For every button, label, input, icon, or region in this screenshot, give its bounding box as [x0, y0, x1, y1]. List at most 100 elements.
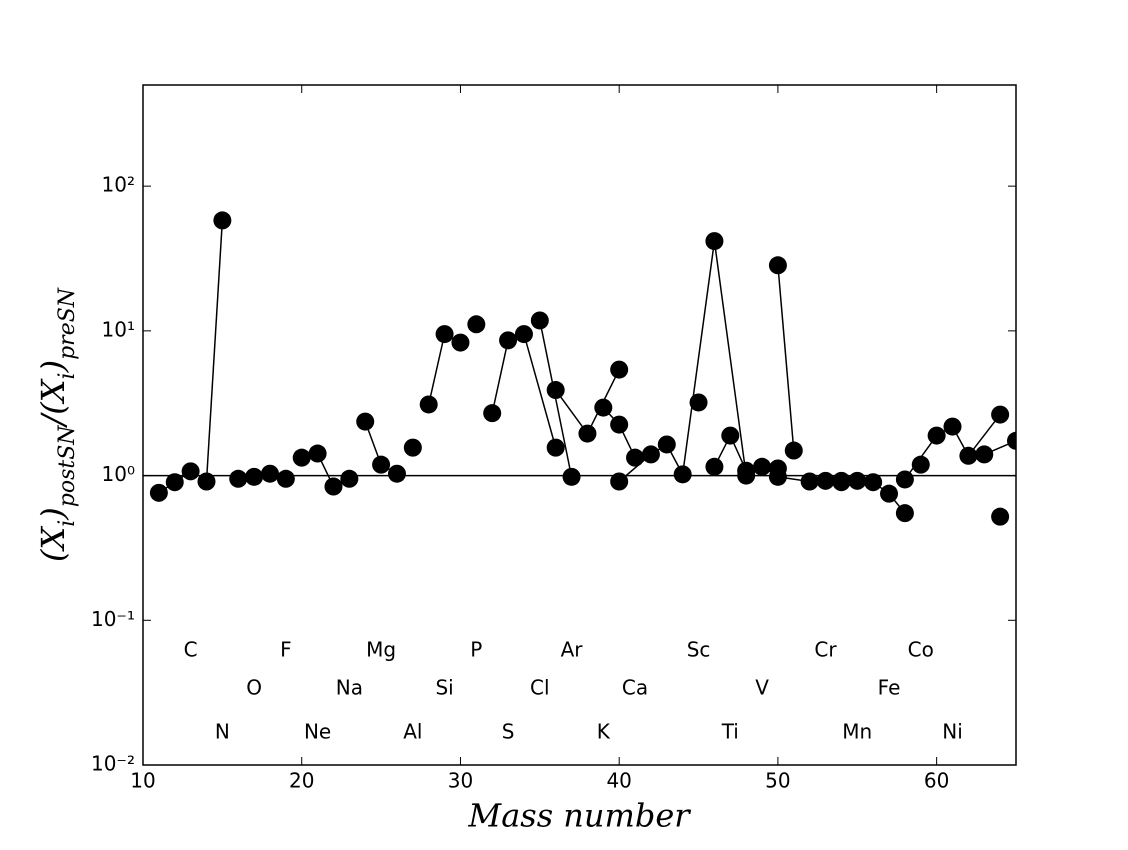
data-point — [530, 311, 549, 330]
element-label: C — [184, 637, 198, 661]
data-point — [975, 445, 994, 464]
x-tick-label: 10 — [130, 769, 155, 793]
element-label: Mg — [366, 637, 396, 661]
data-point — [610, 360, 629, 379]
data-point — [832, 473, 851, 492]
data-point — [578, 424, 597, 443]
data-point — [768, 467, 787, 486]
data-point — [387, 464, 406, 483]
element-label: Si — [435, 675, 453, 699]
data-point — [626, 448, 645, 467]
data-point — [768, 256, 787, 275]
data-point — [657, 435, 676, 454]
data-point — [372, 455, 391, 474]
y-axis-label-part: ) — [34, 507, 72, 520]
data-point — [324, 477, 343, 496]
data-point — [213, 211, 232, 230]
data-point — [435, 325, 454, 344]
data-point — [276, 469, 295, 488]
data-point — [959, 446, 978, 465]
data-point — [689, 393, 708, 412]
element-label: Sc — [687, 637, 711, 661]
data-point — [864, 473, 883, 492]
data-point — [705, 232, 724, 251]
element-label: Fe — [878, 675, 901, 699]
element-label: P — [470, 637, 482, 661]
data-point — [943, 417, 962, 436]
y-tick-label: 10⁻² — [91, 752, 135, 776]
element-label: Na — [336, 675, 363, 699]
y-tick-label: 10⁻¹ — [91, 607, 135, 631]
data-point — [705, 457, 724, 476]
x-tick-label: 60 — [924, 769, 949, 793]
series-line — [841, 481, 906, 514]
data-point — [991, 405, 1010, 424]
y-tick-label: 10¹ — [102, 317, 135, 341]
data-point — [737, 461, 756, 480]
data-point — [467, 315, 486, 334]
plot-frame — [142, 84, 1017, 766]
data-point — [451, 333, 470, 352]
x-tick-label: 30 — [448, 769, 473, 793]
y-axis-label-part: i — [55, 520, 80, 527]
data-point — [610, 415, 629, 434]
data-point — [610, 472, 629, 491]
y-axis-label-part: preSN — [55, 287, 80, 360]
element-label: Al — [403, 720, 422, 744]
element-label: Ti — [721, 720, 739, 744]
data-point — [594, 398, 613, 417]
data-point — [927, 426, 946, 445]
data-point — [403, 438, 422, 457]
data-point — [229, 469, 248, 488]
data-point — [1007, 431, 1016, 450]
data-point — [181, 462, 200, 481]
y-tick-label: 10² — [102, 173, 135, 197]
element-label: Ne — [304, 720, 331, 744]
element-label: N — [215, 720, 230, 744]
y-tick-label: 10⁰ — [102, 462, 135, 486]
element-label: K — [597, 720, 611, 744]
y-axis-label: (Xi)postSN/(Xi)preSN — [34, 287, 80, 562]
series-line — [618, 241, 747, 483]
data-point — [419, 395, 438, 414]
data-point — [245, 467, 264, 486]
series-line — [777, 265, 795, 451]
data-point — [800, 472, 819, 491]
element-label: V — [755, 675, 769, 699]
element-label: Cr — [814, 637, 837, 661]
data-point — [848, 471, 867, 490]
y-axis-label-part: ) — [34, 360, 72, 373]
data-point — [197, 472, 216, 491]
plot-area — [143, 211, 1016, 526]
data-point — [292, 448, 311, 467]
data-point — [340, 469, 359, 488]
y-axis-label-part: (X — [34, 526, 72, 562]
data-point — [673, 465, 692, 484]
y-axis-label-part: postSN — [55, 425, 80, 508]
data-point — [895, 504, 914, 523]
x-tick-label: 50 — [765, 769, 790, 793]
data-point — [483, 404, 502, 423]
data-point — [260, 464, 279, 483]
element-label: Ar — [561, 637, 584, 661]
element-label: Cl — [530, 675, 550, 699]
x-axis-label: Mass number — [467, 797, 691, 835]
element-label: F — [280, 637, 292, 661]
element-label: Ni — [942, 720, 963, 744]
x-tick-label: 20 — [289, 769, 314, 793]
data-point — [753, 457, 772, 476]
data-point — [641, 445, 660, 464]
data-point — [816, 471, 835, 490]
element-label: Mn — [842, 720, 872, 744]
data-point — [165, 473, 184, 492]
data-point — [880, 484, 899, 503]
y-axis-label-part: i — [55, 372, 80, 379]
element-label: Co — [908, 637, 934, 661]
data-point — [149, 483, 168, 502]
data-point — [499, 331, 518, 350]
x-tick-label: 40 — [606, 769, 631, 793]
data-point — [356, 412, 375, 431]
element-label: O — [246, 675, 262, 699]
data-point — [546, 438, 565, 457]
